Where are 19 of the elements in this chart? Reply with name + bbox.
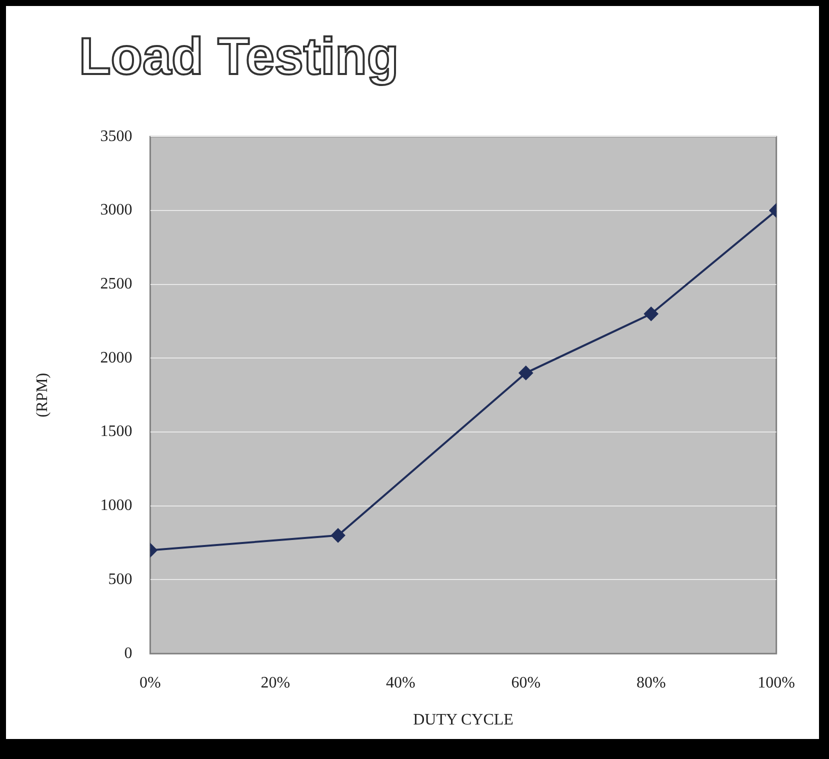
- y-tick-label: 500: [108, 570, 132, 588]
- y-tick-label: 1500: [100, 423, 132, 440]
- x-tick-label: 80%: [636, 674, 666, 692]
- x-tick-label: 60%: [511, 674, 541, 692]
- y-tick-label: 1000: [100, 497, 132, 514]
- chart-title: Load Testing: [79, 27, 399, 87]
- x-tick-label: 40%: [386, 674, 416, 692]
- x-axis-title: DUTY CYCLE: [413, 712, 514, 729]
- y-axis-title: (RPM): [34, 372, 51, 418]
- x-tick-label: 20%: [260, 674, 290, 692]
- point: [518, 366, 533, 380]
- y-tick-label: 0: [124, 644, 132, 662]
- y-tick-label: 2500: [100, 276, 132, 293]
- y-tick-label: 3000: [100, 202, 132, 219]
- x-tick-label: 100%: [758, 674, 795, 692]
- point: [331, 528, 346, 542]
- y-tick-label: 2000: [100, 349, 132, 366]
- y-tick-label: 3500: [100, 128, 132, 145]
- x-tick-label: 0%: [140, 674, 161, 692]
